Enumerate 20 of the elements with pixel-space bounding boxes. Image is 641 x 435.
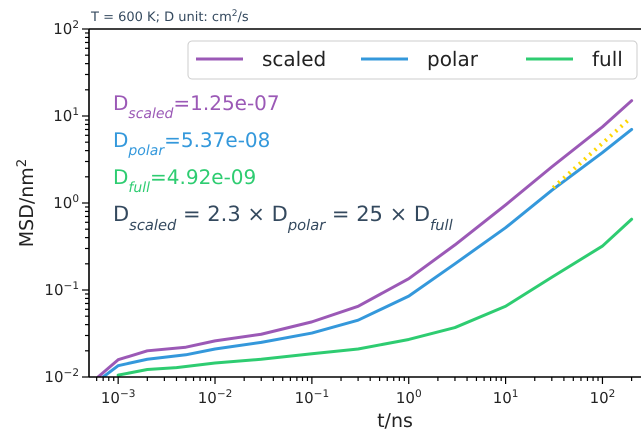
annotation: D$_{scaled}$ = 2.3 × D$_{polar}$ = 25 × D$_{full}$: [113, 202, 454, 234]
y-tick-label: 10$^{−1}$: [44, 280, 79, 299]
x-axis-title: t/ns: [377, 410, 413, 432]
legend-label: polar: [427, 47, 479, 71]
annotation: D$_{full}$=4.92e-09: [113, 165, 256, 196]
chart-title: T = 600 K; D unit: cm$^{2}$/s: [90, 9, 249, 25]
x-tick-label: 10$^{1}$: [492, 388, 518, 407]
x-tick-label: 10$^{−2}$: [198, 388, 232, 407]
annotation: D$_{scaled}$=1.25e-07: [113, 91, 280, 122]
x-tick-label: 10$^{2}$: [590, 388, 616, 407]
legend-label: scaled: [262, 47, 326, 71]
y-tick-label: 10$^{1}$: [53, 106, 79, 125]
x-tick-label: 10$^{0}$: [396, 388, 422, 407]
y-tick-label: 10$^{2}$: [53, 19, 79, 38]
y-tick-label: 10$^{−2}$: [44, 367, 79, 386]
x-tick-label: 10$^{−3}$: [100, 388, 136, 407]
x-tick-label: 10$^{−1}$: [294, 388, 330, 407]
annotation: D$_{polar}$=5.37e-08: [113, 128, 270, 159]
legend-label: full: [592, 47, 623, 71]
y-tick-label: 10$^{0}$: [53, 193, 79, 212]
